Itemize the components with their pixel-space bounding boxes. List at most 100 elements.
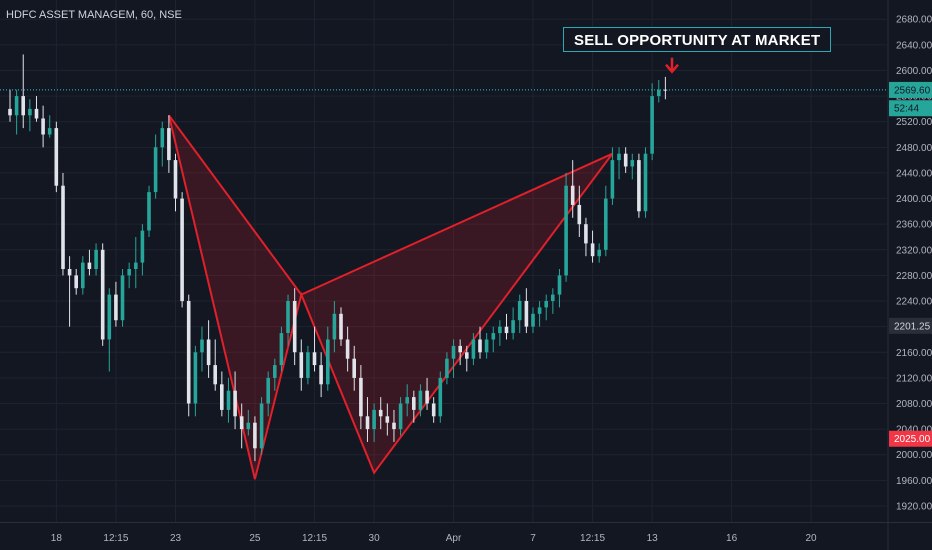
candle-body (167, 128, 171, 161)
time-tick-label: Apr (446, 533, 462, 544)
candle-body (352, 358, 356, 378)
price-tick-label: 2520.00 (896, 117, 932, 128)
candle-body (41, 118, 45, 135)
price-tick-label: 2280.00 (896, 271, 932, 282)
price-label-bg (889, 317, 932, 334)
time-tick-label: 13 (647, 533, 659, 544)
candle-body (213, 365, 217, 385)
candle-body (412, 397, 416, 410)
candle-body (67, 269, 72, 276)
candles (8, 54, 668, 462)
time-tick-label: 30 (369, 533, 381, 544)
price-tick-label: 2360.00 (896, 220, 932, 231)
candle-body (557, 275, 562, 295)
candle-body (253, 422, 257, 449)
candle-body (233, 390, 237, 417)
candle-body (147, 192, 151, 231)
overlay-marks: 2569.60 52:44 2201.25 2025.00 (0, 57, 932, 447)
candle-body (458, 345, 462, 353)
candle-body (405, 397, 409, 404)
candle-body (378, 409, 383, 417)
candle-body (173, 160, 178, 199)
candle-body (186, 301, 191, 404)
symbol-title: HDFC ASSET MANAGEM, 60, NSE (6, 9, 182, 21)
candle-body (544, 301, 548, 308)
candle-body (326, 339, 330, 385)
candle-body (564, 185, 568, 276)
candle-body (220, 384, 224, 410)
candle-body (299, 352, 304, 378)
sell-opportunity-label: SELL OPPORTUNITY AT MARKET (563, 27, 832, 52)
price-tick-label: 2320.00 (896, 245, 932, 256)
time-axis[interactable]: 18 12:15 23 25 12:15 30 Apr 7 12:15 13 16 20 (0, 522, 932, 545)
candle-body (445, 358, 449, 378)
candle-body (273, 365, 277, 378)
candle-body (306, 352, 310, 378)
candle-body (498, 326, 502, 334)
candle-body (180, 198, 184, 302)
candle-body (87, 262, 92, 269)
candle-body (398, 403, 403, 430)
candle-body (239, 416, 244, 430)
candle-body (551, 294, 555, 301)
pattern-triangle-bcd (301, 153, 613, 473)
candle-body (637, 160, 641, 212)
candle-body (114, 294, 118, 321)
candle-body (392, 422, 396, 430)
candle-body (517, 301, 522, 321)
price-tick-label: 2080.00 (896, 399, 932, 410)
candle-body (259, 403, 264, 449)
price-tick-label: 1920.00 (896, 501, 932, 512)
time-tick-label: 16 (726, 533, 738, 544)
price-tick-label: 2440.00 (896, 168, 932, 179)
candle-body (597, 249, 601, 257)
candle-body (134, 262, 138, 269)
candle-body (584, 224, 588, 244)
candle-body (604, 198, 608, 250)
candle-body (279, 333, 284, 366)
price-label-text: 2025.00 (894, 434, 931, 445)
candle-body (34, 108, 39, 119)
time-tick-label: 25 (249, 533, 261, 544)
candle-body (590, 243, 595, 257)
candle-body (14, 96, 19, 116)
candle-body (160, 128, 165, 148)
candle-body (657, 89, 661, 97)
price-tick-label: 1960.00 (896, 476, 932, 487)
candle-body (332, 313, 337, 340)
candle-body (312, 352, 317, 366)
candle-body (524, 301, 529, 327)
candle-body (663, 89, 668, 91)
candle-body (491, 333, 496, 340)
candle-body (61, 185, 65, 269)
candle-body (339, 313, 343, 340)
candle-body (650, 96, 654, 154)
candle-body (74, 275, 78, 289)
candle-body (81, 262, 85, 289)
price-label-bg (889, 100, 932, 117)
time-tick-label: 20 (805, 533, 817, 544)
candle-body (465, 352, 469, 359)
price-tick-label: 2040.00 (896, 425, 932, 436)
candle-body (385, 416, 390, 423)
price-tick-label: 2000.00 (896, 450, 932, 461)
pattern-bd-line (300, 152, 613, 296)
price-tick-label: 2120.00 (896, 373, 932, 384)
candle-body (246, 422, 251, 430)
candle-body (531, 313, 535, 327)
candle-body (127, 269, 131, 276)
candle-body (478, 339, 482, 353)
candle-body (425, 390, 429, 404)
candle-body (100, 249, 105, 340)
price-tick-label: 2600.00 (896, 66, 932, 77)
time-tick-label: 7 (530, 533, 536, 544)
candle-body (292, 301, 297, 353)
candle-body (643, 153, 648, 212)
candle-body (94, 249, 98, 269)
price-tick-label: 2640.00 (896, 40, 932, 51)
candle-body (537, 307, 542, 314)
time-tick-label: 12:15 (103, 533, 128, 544)
price-label-text: 52:44 (894, 104, 919, 115)
candle-body (451, 345, 456, 359)
